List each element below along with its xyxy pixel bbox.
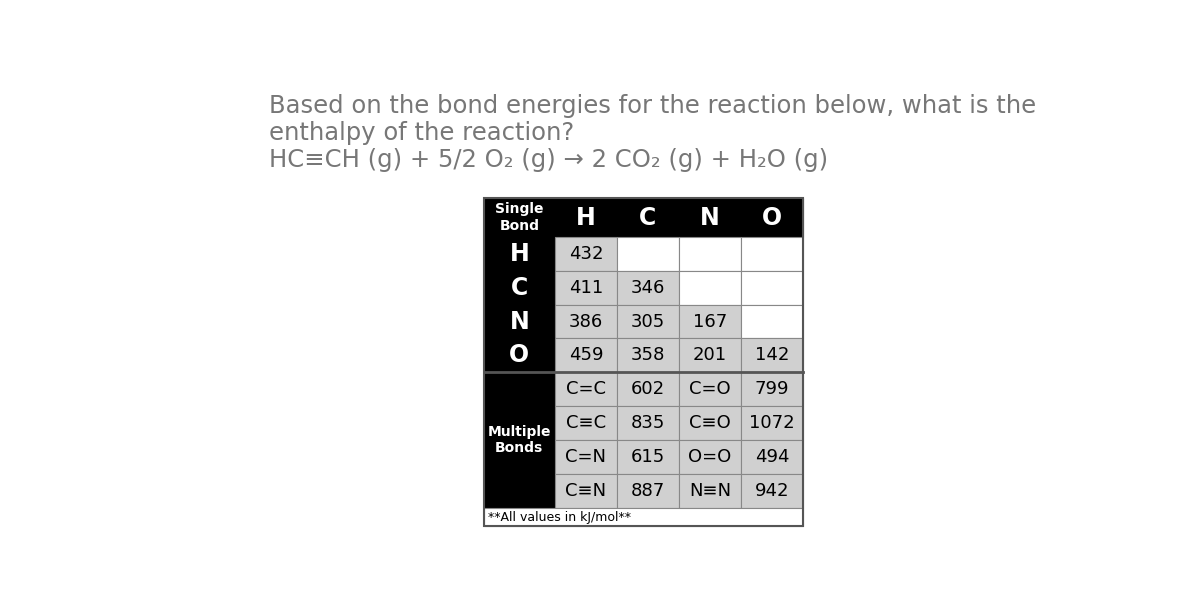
Bar [741, 339, 803, 372]
Text: enthalpy of the reaction?: enthalpy of the reaction? [269, 121, 574, 145]
Text: 201: 201 [693, 347, 727, 364]
Bar [741, 372, 803, 406]
Text: C=O: C=O [690, 381, 731, 398]
Bar [741, 406, 803, 440]
Text: Based on the bond energies for the reaction below, what is the: Based on the bond energies for the react… [269, 95, 1036, 118]
Bar [617, 305, 679, 339]
Text: O: O [510, 344, 529, 367]
Text: 459: 459 [569, 347, 603, 364]
Bar [484, 198, 555, 237]
Bar [555, 305, 617, 339]
Bar [617, 372, 679, 406]
Bar [555, 474, 617, 508]
Bar [741, 198, 803, 237]
Text: O: O [762, 206, 782, 229]
Text: C≡O: C≡O [690, 414, 731, 432]
Text: C≡C: C≡C [566, 414, 606, 432]
Bar [741, 271, 803, 305]
Text: C=N: C=N [566, 448, 606, 466]
Text: 142: 142 [755, 347, 790, 364]
Bar [555, 271, 617, 305]
Text: 887: 887 [631, 482, 665, 500]
Text: 346: 346 [631, 279, 665, 297]
Bar [555, 406, 617, 440]
Bar [679, 474, 741, 508]
Text: C: C [511, 276, 528, 300]
Bar [679, 372, 741, 406]
Bar [741, 440, 803, 474]
Bar [617, 339, 679, 372]
Text: 799: 799 [755, 381, 790, 398]
Text: 358: 358 [631, 347, 665, 364]
Bar [484, 372, 555, 508]
Text: C≡N: C≡N [566, 482, 606, 500]
Bar [555, 339, 617, 372]
Text: N≡N: N≡N [688, 482, 731, 500]
Bar [741, 237, 803, 271]
Bar [617, 271, 679, 305]
Bar [679, 271, 741, 305]
Text: HC≡CH (g) + 5/2 O₂ (g) → 2 CO₂ (g) + H₂O (g): HC≡CH (g) + 5/2 O₂ (g) → 2 CO₂ (g) + H₂O… [269, 148, 828, 172]
Bar [617, 440, 679, 474]
Bar [679, 339, 741, 372]
Text: O=O: O=O [688, 448, 731, 466]
Text: 386: 386 [569, 313, 603, 331]
Text: C=C: C=C [566, 381, 606, 398]
Bar [679, 406, 741, 440]
Bar [617, 406, 679, 440]
Bar [617, 198, 679, 237]
Bar [617, 474, 679, 508]
Text: H: H [510, 242, 529, 266]
Bar [484, 508, 803, 526]
Text: 494: 494 [755, 448, 790, 466]
Text: 432: 432 [569, 245, 603, 263]
Bar [555, 237, 617, 271]
Bar [555, 440, 617, 474]
Bar [484, 305, 555, 339]
Text: 602: 602 [631, 381, 665, 398]
Text: 411: 411 [569, 279, 603, 297]
Text: **All values in kJ/mol**: **All values in kJ/mol** [488, 510, 631, 524]
Bar [484, 198, 803, 526]
Text: 942: 942 [755, 482, 790, 500]
Text: C: C [640, 206, 656, 229]
Text: Single
Bond: Single Bond [495, 203, 543, 232]
Text: N: N [700, 206, 719, 229]
Bar [484, 271, 555, 305]
Text: 167: 167 [693, 313, 727, 331]
Bar [741, 305, 803, 339]
Text: 1072: 1072 [749, 414, 794, 432]
Bar [741, 474, 803, 508]
Bar [679, 237, 741, 271]
Text: H: H [576, 206, 596, 229]
Bar [484, 339, 555, 372]
Bar [679, 440, 741, 474]
Text: 615: 615 [631, 448, 665, 466]
Bar [484, 237, 555, 271]
Text: 835: 835 [631, 414, 665, 432]
Bar [555, 198, 617, 237]
Text: 305: 305 [631, 313, 665, 331]
Bar [679, 305, 741, 339]
Bar [679, 198, 741, 237]
Bar [617, 237, 679, 271]
Bar [555, 372, 617, 406]
Text: Multiple
Bonds: Multiple Bonds [487, 425, 551, 455]
Text: N: N [510, 310, 529, 334]
